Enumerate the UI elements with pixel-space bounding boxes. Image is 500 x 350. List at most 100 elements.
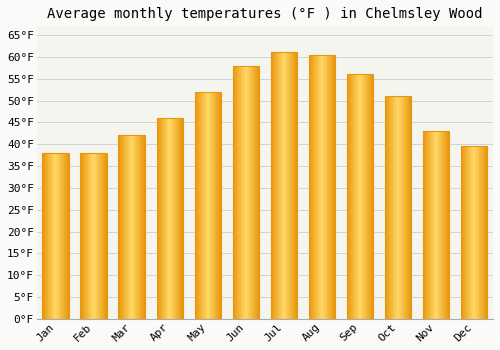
Bar: [169, 118, 170, 319]
Bar: [88, 153, 89, 319]
Bar: [80, 153, 107, 319]
Bar: [253, 65, 254, 319]
Bar: [422, 131, 424, 319]
Bar: [103, 153, 104, 319]
Bar: [210, 92, 211, 319]
Bar: [484, 146, 486, 319]
Bar: [59, 153, 60, 319]
Bar: [57, 153, 58, 319]
Bar: [436, 131, 438, 319]
Bar: [140, 135, 141, 319]
Bar: [239, 65, 240, 319]
Bar: [233, 65, 234, 319]
Bar: [98, 153, 99, 319]
Bar: [238, 65, 239, 319]
Bar: [249, 65, 250, 319]
Bar: [358, 74, 360, 319]
Title: Average monthly temperatures (°F ) in Chelmsley Wood: Average monthly temperatures (°F ) in Ch…: [47, 7, 482, 21]
Bar: [60, 153, 61, 319]
Bar: [466, 146, 468, 319]
Bar: [434, 131, 436, 319]
Bar: [132, 135, 133, 319]
Bar: [289, 52, 290, 319]
Bar: [130, 135, 131, 319]
Bar: [478, 146, 480, 319]
Bar: [400, 96, 402, 319]
Bar: [208, 92, 209, 319]
Bar: [430, 131, 432, 319]
Bar: [165, 118, 166, 319]
Bar: [68, 153, 69, 319]
Bar: [258, 65, 259, 319]
Bar: [45, 153, 46, 319]
Bar: [90, 153, 91, 319]
Bar: [144, 135, 145, 319]
Bar: [42, 153, 43, 319]
Bar: [157, 118, 158, 319]
Bar: [288, 52, 289, 319]
Bar: [392, 96, 394, 319]
Bar: [283, 52, 284, 319]
Bar: [215, 92, 216, 319]
Bar: [43, 153, 44, 319]
Bar: [172, 118, 173, 319]
Bar: [350, 74, 352, 319]
Bar: [101, 153, 102, 319]
Bar: [92, 153, 93, 319]
Bar: [281, 52, 282, 319]
Bar: [308, 55, 335, 319]
Bar: [254, 65, 255, 319]
Bar: [462, 146, 464, 319]
Bar: [472, 146, 474, 319]
Bar: [217, 92, 218, 319]
Bar: [285, 52, 286, 319]
Bar: [274, 52, 276, 319]
Bar: [63, 153, 64, 319]
Bar: [209, 92, 210, 319]
Bar: [135, 135, 136, 319]
Bar: [277, 52, 278, 319]
Bar: [104, 153, 105, 319]
Bar: [432, 131, 434, 319]
Bar: [156, 118, 157, 319]
Bar: [247, 65, 248, 319]
Bar: [284, 52, 285, 319]
Bar: [202, 92, 203, 319]
Bar: [125, 135, 126, 319]
Bar: [318, 55, 320, 319]
Bar: [384, 96, 411, 319]
Bar: [333, 55, 334, 319]
Bar: [272, 52, 274, 319]
Bar: [211, 92, 212, 319]
Bar: [246, 65, 247, 319]
Bar: [328, 55, 330, 319]
Bar: [256, 65, 257, 319]
Bar: [199, 92, 200, 319]
Bar: [287, 52, 288, 319]
Bar: [197, 92, 198, 319]
Bar: [80, 153, 81, 319]
Bar: [94, 153, 95, 319]
Bar: [84, 153, 85, 319]
Bar: [368, 74, 370, 319]
Bar: [326, 55, 328, 319]
Bar: [200, 92, 201, 319]
Bar: [93, 153, 94, 319]
Bar: [426, 131, 428, 319]
Bar: [460, 146, 487, 319]
Bar: [250, 65, 251, 319]
Bar: [360, 74, 362, 319]
Bar: [48, 153, 49, 319]
Bar: [102, 153, 103, 319]
Bar: [182, 118, 183, 319]
Bar: [137, 135, 138, 319]
Bar: [160, 118, 161, 319]
Bar: [442, 131, 444, 319]
Bar: [179, 118, 180, 319]
Bar: [134, 135, 135, 319]
Bar: [131, 135, 132, 319]
Bar: [396, 96, 398, 319]
Bar: [406, 96, 408, 319]
Bar: [180, 118, 181, 319]
Bar: [444, 131, 446, 319]
